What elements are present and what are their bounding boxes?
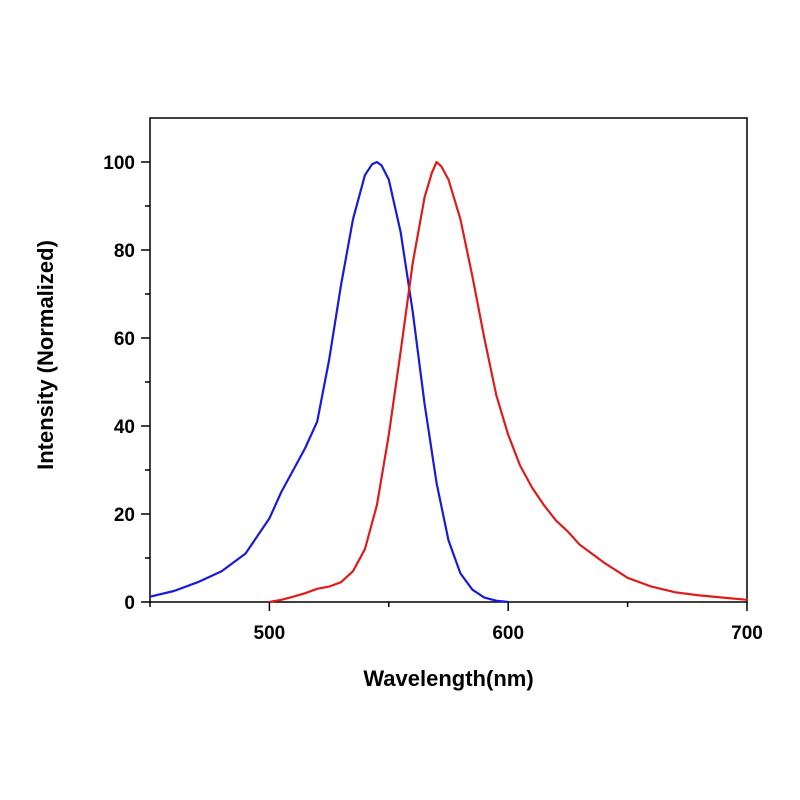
x-tick-label: 500 <box>254 623 286 644</box>
x-tick-label: 600 <box>492 623 524 644</box>
plot-area <box>149 117 748 603</box>
y-axis-title: Intensity (Normalized) <box>33 240 58 470</box>
x-axis-title: Wavelength(nm) <box>363 666 533 691</box>
y-tick-label: 100 <box>103 153 135 174</box>
y-tick-label: 0 <box>124 593 135 614</box>
ticks-layer: 500 600 700 0 20 40 60 80 100 <box>103 153 763 644</box>
series-line-red <box>268 160 749 604</box>
y-tick-label: 60 <box>114 329 135 350</box>
x-tick-label: 700 <box>731 623 763 644</box>
y-tick-label: 40 <box>114 417 135 438</box>
y-tick-label: 80 <box>114 241 135 262</box>
y-tick-label: 20 <box>114 505 135 526</box>
series-line-blue <box>148 160 510 604</box>
plot-frame <box>149 117 748 603</box>
series-layer <box>148 160 749 604</box>
